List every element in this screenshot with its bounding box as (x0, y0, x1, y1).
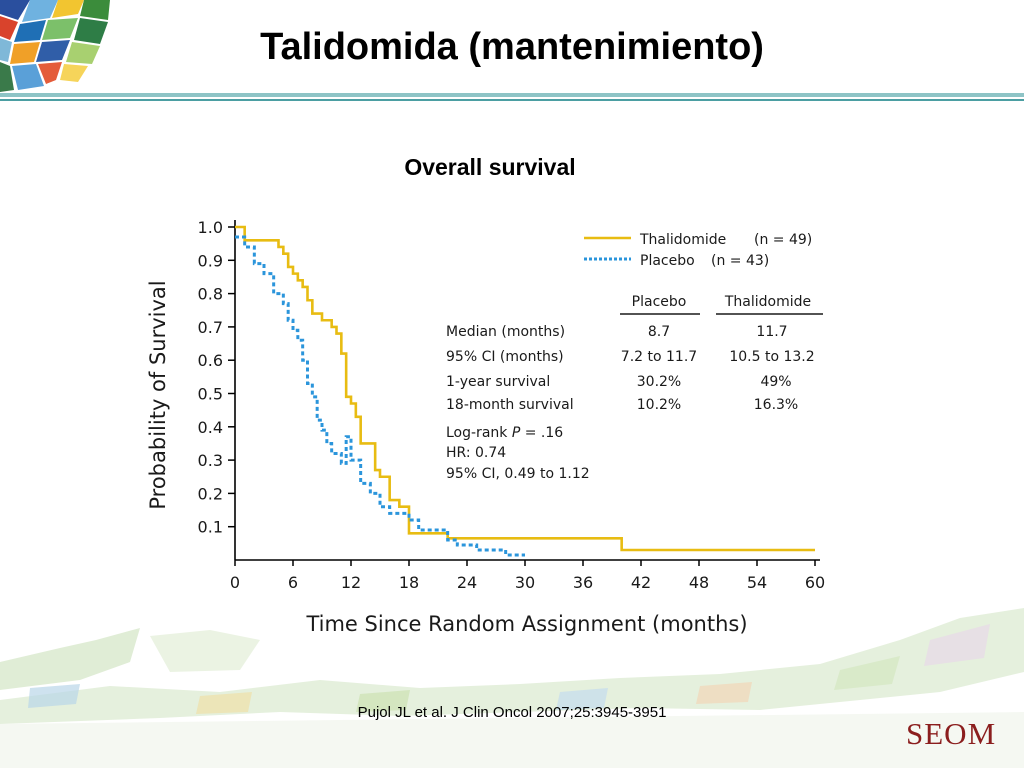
table-cell-placebo: 7.2 to 11.7 (621, 349, 697, 365)
hazard-ratio-text: HR: 0.74 (446, 445, 506, 461)
mosaic-logo (0, 0, 110, 92)
title-rule-dark (0, 99, 1024, 101)
x-tick-label: 42 (631, 573, 651, 592)
y-tick-label: 1.0 (198, 218, 223, 237)
y-tick-label: 0.6 (198, 351, 223, 370)
x-tick-label: 54 (747, 573, 767, 592)
table-cell-thalidomide: 11.7 (756, 324, 787, 340)
thalidomide-curve (235, 225, 815, 552)
table-cell-thalidomide: 49% (760, 374, 791, 390)
stats-table: Placebo Thalidomide Median (months) 8.7 … (446, 294, 823, 482)
x-tick-label: 12 (341, 573, 361, 592)
x-tick-label: 48 (689, 573, 709, 592)
x-tick-label: 6 (288, 573, 298, 592)
x-tick-label: 24 (457, 573, 477, 592)
table-row-label: 95% CI (months) (446, 349, 564, 365)
table-header-placebo: Placebo (632, 294, 687, 310)
legend: Thalidomide (n = 49) Placebo (n = 43) (584, 232, 812, 269)
x-tick-label: 18 (399, 573, 419, 592)
y-tick-label: 0.2 (198, 484, 223, 503)
x-tick-label: 60 (805, 573, 825, 592)
x-tick-label: 0 (230, 573, 240, 592)
legend-n-thalidomide: (n = 49) (754, 232, 812, 248)
mosaic-footer (0, 608, 1024, 768)
hazard-ratio-ci-text: 95% CI, 0.49 to 1.12 (446, 466, 590, 482)
y-axis-title: Probability of Survival (146, 280, 170, 509)
legend-n-placebo: (n = 43) (711, 253, 769, 269)
y-tick-label: 0.3 (198, 451, 223, 470)
table-cell-thalidomide: 16.3% (754, 397, 798, 413)
x-axis-title: Time Since Random Assignment (months) (305, 612, 747, 636)
y-tick-label: 0.8 (198, 285, 223, 304)
seom-logo: SEOM (906, 716, 997, 751)
y-tick-label: 0.5 (198, 385, 223, 404)
table-cell-placebo: 8.7 (648, 324, 670, 340)
y-tick-label: 0.9 (198, 251, 223, 270)
table-cell-placebo: 10.2% (637, 397, 681, 413)
survival-chart: 1.0 0.9 0.8 0.7 0.6 0.5 0.4 0.3 0.2 0.1 0 6 12 18 24 3… (146, 218, 825, 636)
table-row-label: 1-year survival (446, 374, 550, 390)
table-cell-placebo: 30.2% (637, 374, 681, 390)
title-rule (0, 93, 1024, 97)
citation: Pujol JL et al. J Clin Oncol 2007;25:394… (357, 704, 667, 721)
placebo-curve (235, 235, 525, 557)
table-row-label: 18-month survival (446, 397, 574, 413)
y-tick-label: 0.1 (198, 518, 223, 537)
legend-label-thalidomide: Thalidomide (639, 232, 726, 248)
table-header-thalidomide: Thalidomide (724, 294, 811, 310)
x-tick-label: 36 (573, 573, 593, 592)
y-tick-label: 0.4 (198, 418, 223, 437)
chart-subtitle: Overall survival (404, 154, 576, 180)
table-cell-thalidomide: 10.5 to 13.2 (729, 349, 814, 365)
x-tick-label: 30 (515, 573, 535, 592)
page-title: Talidomida (mantenimiento) (260, 26, 764, 68)
logrank-text: Log-rank P = .16 (446, 425, 563, 441)
y-tick-label: 0.7 (198, 318, 223, 337)
legend-label-placebo: Placebo (640, 253, 695, 269)
table-row-label: Median (months) (446, 324, 565, 340)
